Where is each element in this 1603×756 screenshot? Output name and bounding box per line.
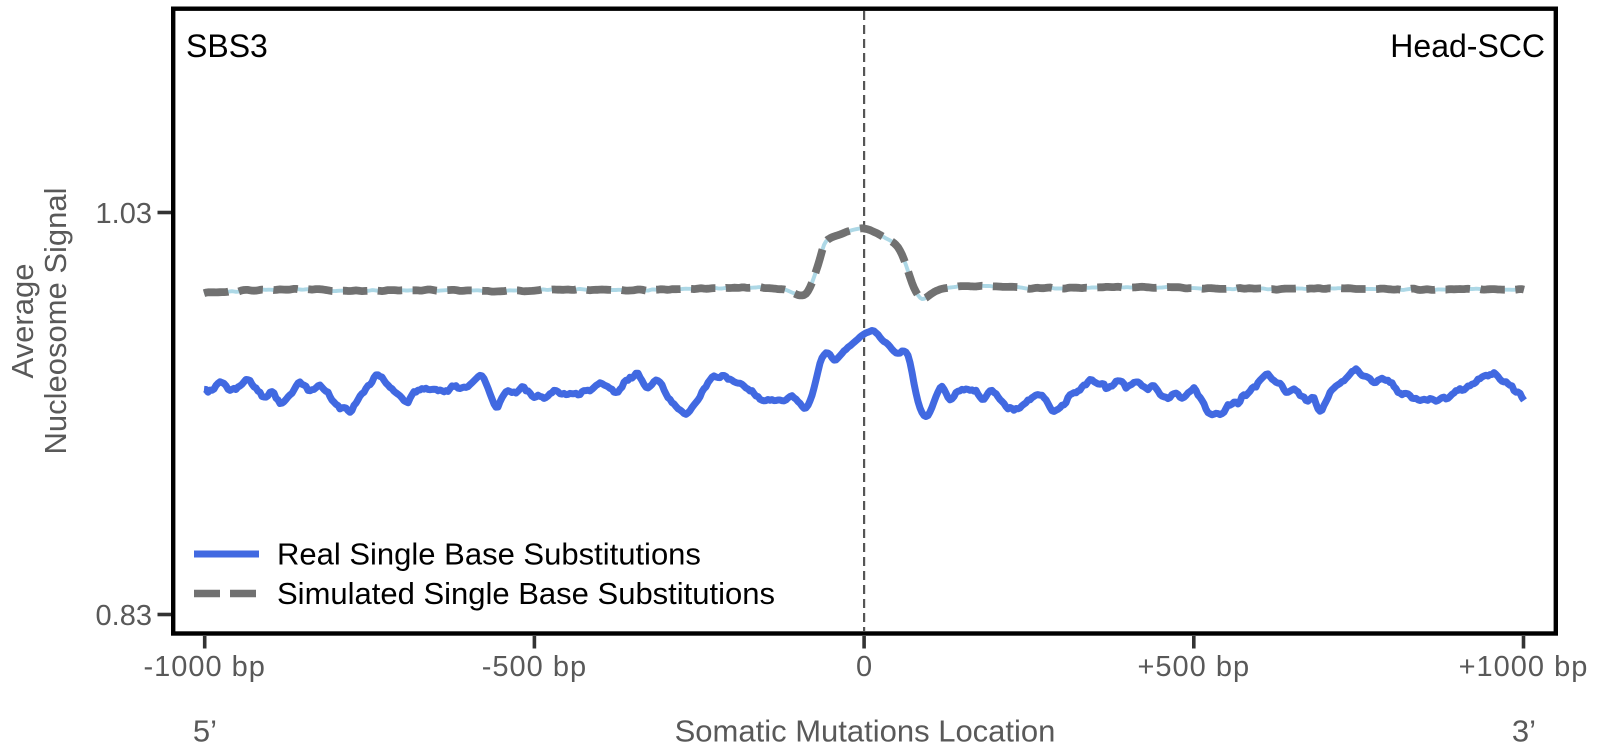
svg-text:-1000 bp: -1000 bp xyxy=(143,651,266,683)
svg-text:+500 bp: +500 bp xyxy=(1137,651,1250,683)
svg-text:0.83: 0.83 xyxy=(96,600,152,632)
svg-text:Simulated Single Base Substitu: Simulated Single Base Substitutions xyxy=(277,576,775,611)
svg-text:0: 0 xyxy=(856,651,872,683)
svg-text:1.03: 1.03 xyxy=(96,198,152,230)
svg-text:Somatic Mutations Location: Somatic Mutations Location xyxy=(675,714,1056,749)
svg-text:5’: 5’ xyxy=(193,714,217,749)
svg-text:Real Single Base Substitutions: Real Single Base Substitutions xyxy=(277,537,701,572)
svg-text:3’: 3’ xyxy=(1512,714,1536,749)
svg-text:-500 bp: -500 bp xyxy=(482,651,587,683)
svg-text:Average: Average xyxy=(5,264,40,379)
svg-text:+1000 bp: +1000 bp xyxy=(1459,651,1589,683)
svg-text:SBS3: SBS3 xyxy=(186,28,268,64)
svg-text:Head-SCC: Head-SCC xyxy=(1390,28,1545,64)
svg-text:Nucleosome Signal: Nucleosome Signal xyxy=(38,187,73,454)
